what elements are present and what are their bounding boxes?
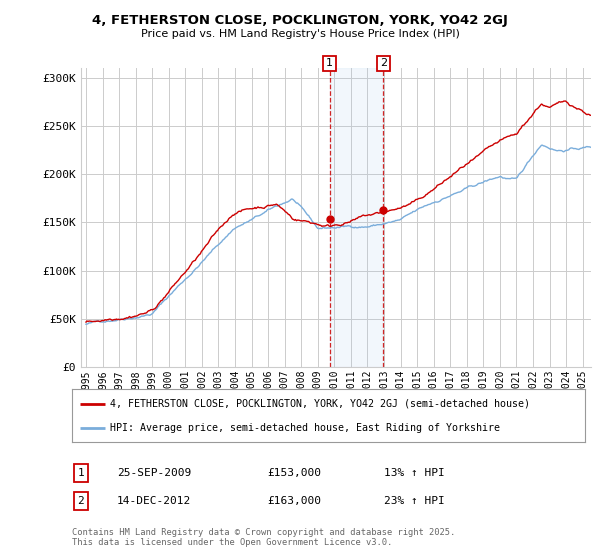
Text: Price paid vs. HM Land Registry's House Price Index (HPI): Price paid vs. HM Land Registry's House …: [140, 29, 460, 39]
Text: 2: 2: [77, 496, 85, 506]
Text: 13% ↑ HPI: 13% ↑ HPI: [384, 468, 445, 478]
Text: 2: 2: [380, 58, 387, 68]
Text: 4, FETHERSTON CLOSE, POCKLINGTON, YORK, YO42 2GJ: 4, FETHERSTON CLOSE, POCKLINGTON, YORK, …: [92, 14, 508, 27]
Text: 14-DEC-2012: 14-DEC-2012: [117, 496, 191, 506]
Text: 1: 1: [326, 58, 333, 68]
Text: £163,000: £163,000: [267, 496, 321, 506]
Text: Contains HM Land Registry data © Crown copyright and database right 2025.
This d: Contains HM Land Registry data © Crown c…: [72, 528, 455, 547]
Text: 4, FETHERSTON CLOSE, POCKLINGTON, YORK, YO42 2GJ (semi-detached house): 4, FETHERSTON CLOSE, POCKLINGTON, YORK, …: [110, 399, 530, 409]
Bar: [329, 68, 383, 367]
Text: 25-SEP-2009: 25-SEP-2009: [117, 468, 191, 478]
Text: £153,000: £153,000: [267, 468, 321, 478]
Text: 1: 1: [77, 468, 85, 478]
Text: 23% ↑ HPI: 23% ↑ HPI: [384, 496, 445, 506]
Text: HPI: Average price, semi-detached house, East Riding of Yorkshire: HPI: Average price, semi-detached house,…: [110, 423, 500, 433]
